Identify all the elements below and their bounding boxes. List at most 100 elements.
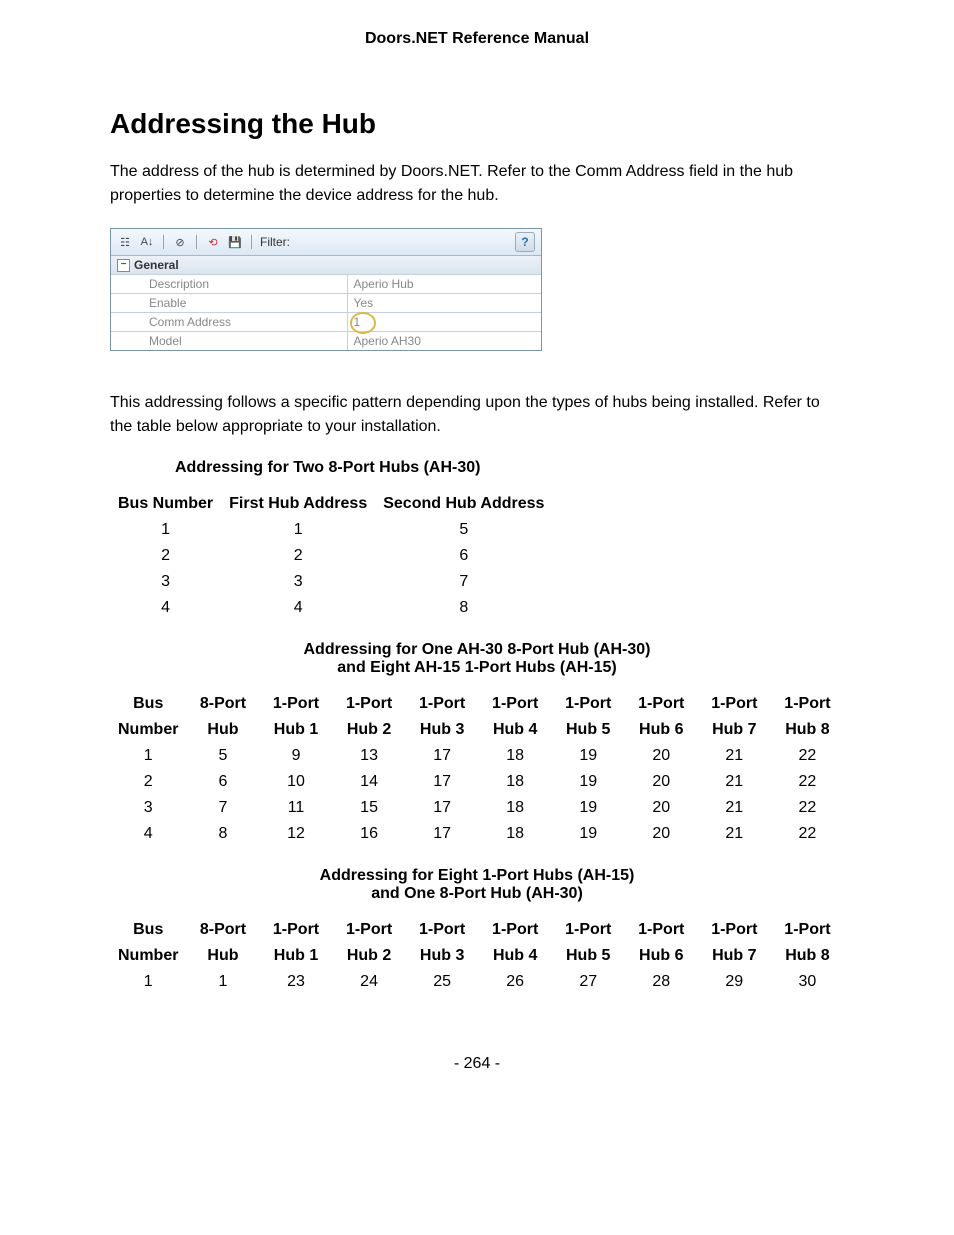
table-cell: 20 — [625, 743, 698, 769]
table-cell: 23 — [260, 969, 333, 995]
col-header: 8-Port — [186, 917, 259, 943]
table-cell: 13 — [333, 743, 406, 769]
table-cell: 2 — [110, 543, 221, 569]
table-cell: 5 — [186, 743, 259, 769]
table-cell: 4 — [110, 821, 186, 847]
table-cell: 18 — [479, 769, 552, 795]
property-value[interactable]: Aperio AH30 — [348, 332, 542, 350]
table-row: 115 — [110, 517, 552, 543]
table-cell: 16 — [333, 821, 406, 847]
filter-label: Filter: — [260, 235, 290, 249]
table-cell: 17 — [406, 743, 479, 769]
toolbar-divider — [196, 235, 197, 249]
table-cell: 20 — [625, 821, 698, 847]
table-row: 15913171819202122 — [110, 743, 844, 769]
col-header: 1-Port — [552, 691, 625, 717]
table-cell: 4 — [221, 595, 375, 621]
table-cell: 4 — [110, 595, 221, 621]
col-header: Hub 5 — [552, 943, 625, 969]
table1-body: 115226337448 — [110, 517, 552, 621]
collapse-icon[interactable]: − — [117, 259, 130, 272]
table-cell: 11 — [260, 795, 333, 821]
properties-section-header[interactable]: − General — [111, 256, 541, 275]
link-icon[interactable]: ⊘ — [172, 234, 188, 250]
title-line: and Eight AH-15 1-Port Hubs (AH-15) — [337, 659, 616, 676]
table-cell: 10 — [260, 769, 333, 795]
table-cell: 22 — [771, 769, 844, 795]
col-header: 1-Port — [479, 691, 552, 717]
help-icon[interactable]: ? — [515, 232, 535, 252]
table-row: 226 — [110, 543, 552, 569]
col-header: Hub 8 — [771, 943, 844, 969]
col-header: Hub 3 — [406, 943, 479, 969]
title-line: Addressing for Eight 1-Port Hubs (AH-15) — [320, 867, 635, 884]
col-header: 1-Port — [406, 691, 479, 717]
col-header: 1-Port — [771, 917, 844, 943]
save-icon[interactable]: 💾 — [227, 234, 243, 250]
col-header: Hub 3 — [406, 717, 479, 743]
properties-panel: ☷ A↓ ⊘ ⟲ 💾 Filter: ? − General Descripti… — [110, 228, 542, 351]
property-value[interactable]: 1 — [348, 313, 542, 331]
table-cell: 1 — [110, 743, 186, 769]
table-row: 337 — [110, 569, 552, 595]
table-cell: 1 — [110, 969, 186, 995]
table-cell: 3 — [110, 795, 186, 821]
table-cell: 8 — [375, 595, 552, 621]
table-cell: 15 — [333, 795, 406, 821]
col-header: Hub 7 — [698, 943, 771, 969]
col-header: Bus Number — [110, 491, 221, 517]
table-row: 481216171819202122 — [110, 821, 844, 847]
table-cell: 18 — [479, 795, 552, 821]
col-header: Hub 6 — [625, 943, 698, 969]
intro-paragraph: The address of the hub is determined by … — [110, 160, 844, 208]
table-cell: 18 — [479, 821, 552, 847]
col-header: Second Hub Address — [375, 491, 552, 517]
table2-title: Addressing for One AH-30 8-Port Hub (AH-… — [110, 641, 844, 677]
table3: Bus8-Port1-Port1-Port1-Port1-Port1-Port1… — [110, 917, 844, 995]
col-header: Hub 1 — [260, 717, 333, 743]
property-row: Description Aperio Hub — [111, 275, 541, 294]
sort-az-icon[interactable]: A↓ — [139, 234, 155, 250]
document-page: Doors.NET Reference Manual Addressing th… — [0, 0, 954, 1113]
col-header: 1-Port — [333, 691, 406, 717]
property-value[interactable]: Yes — [348, 294, 542, 312]
table-cell: 17 — [406, 769, 479, 795]
col-header: 1-Port — [625, 691, 698, 717]
categorized-icon[interactable]: ☷ — [117, 234, 133, 250]
table-cell: 8 — [186, 821, 259, 847]
col-header: 1-Port — [552, 917, 625, 943]
col-header: Hub — [186, 717, 259, 743]
col-header: 1-Port — [260, 917, 333, 943]
col-header: Hub 1 — [260, 943, 333, 969]
col-header: 1-Port — [625, 917, 698, 943]
table1: Bus Number First Hub Address Second Hub … — [110, 491, 552, 621]
table-header-row-2: NumberHubHub 1Hub 2Hub 3Hub 4Hub 5Hub 6H… — [110, 717, 844, 743]
table-cell: 19 — [552, 821, 625, 847]
table-cell: 2 — [221, 543, 375, 569]
table-cell: 21 — [698, 769, 771, 795]
table-cell: 6 — [375, 543, 552, 569]
col-header: Bus — [110, 917, 186, 943]
table-cell: 17 — [406, 821, 479, 847]
table-cell: 19 — [552, 769, 625, 795]
table-cell: 19 — [552, 743, 625, 769]
col-header: 1-Port — [698, 917, 771, 943]
col-header: Hub 7 — [698, 717, 771, 743]
table-row: 448 — [110, 595, 552, 621]
table-cell: 12 — [260, 821, 333, 847]
property-value[interactable]: Aperio Hub — [348, 275, 542, 293]
section-label: General — [134, 258, 179, 272]
col-header: Bus — [110, 691, 186, 717]
table-header-row: Bus Number First Hub Address Second Hub … — [110, 491, 552, 517]
table-cell: 17 — [406, 795, 479, 821]
table-cell: 22 — [771, 795, 844, 821]
col-header: Number — [110, 943, 186, 969]
undo-icon[interactable]: ⟲ — [205, 234, 221, 250]
col-header: 1-Port — [333, 917, 406, 943]
property-row: Comm Address 1 — [111, 313, 541, 332]
table-cell: 2 — [110, 769, 186, 795]
table-row: 112324252627282930 — [110, 969, 844, 995]
table-header-row-1: Bus8-Port1-Port1-Port1-Port1-Port1-Port1… — [110, 917, 844, 943]
col-header: 1-Port — [771, 691, 844, 717]
table-header-row-2: NumberHubHub 1Hub 2Hub 3Hub 4Hub 5Hub 6H… — [110, 943, 844, 969]
